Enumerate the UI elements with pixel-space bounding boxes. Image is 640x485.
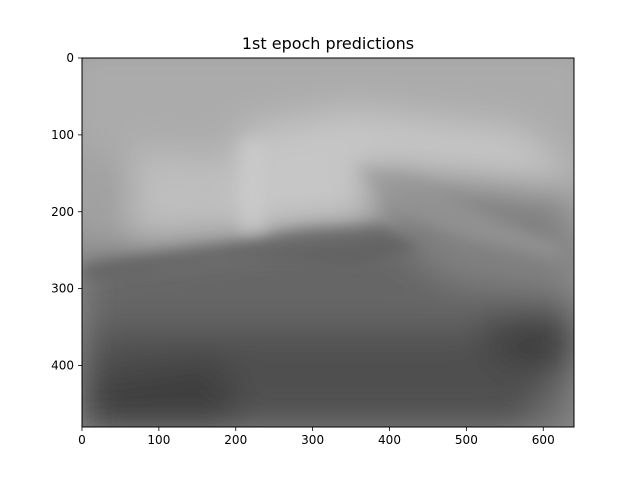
x-axis: 0 100 200 300 400 500 600 — [78, 427, 555, 447]
chart-title: 1st epoch predictions — [242, 34, 414, 53]
y-tick-label: 100 — [51, 128, 74, 142]
heatmap-image — [82, 58, 574, 427]
y-tick-label: 0 — [66, 51, 74, 65]
plot-frame — [81, 57, 575, 428]
y-tick-label: 200 — [51, 205, 74, 219]
x-tick-label: 600 — [532, 433, 555, 447]
x-tick-label: 500 — [455, 433, 478, 447]
x-tick-label: 400 — [378, 433, 401, 447]
x-tick-label: 100 — [147, 433, 170, 447]
x-tick-label: 200 — [224, 433, 247, 447]
y-tick-label: 400 — [51, 359, 74, 373]
x-tick-label: 300 — [301, 433, 324, 447]
y-tick-label: 300 — [51, 282, 74, 296]
x-tick-label: 0 — [78, 433, 86, 447]
y-axis: 0 100 200 300 400 — [51, 51, 82, 373]
